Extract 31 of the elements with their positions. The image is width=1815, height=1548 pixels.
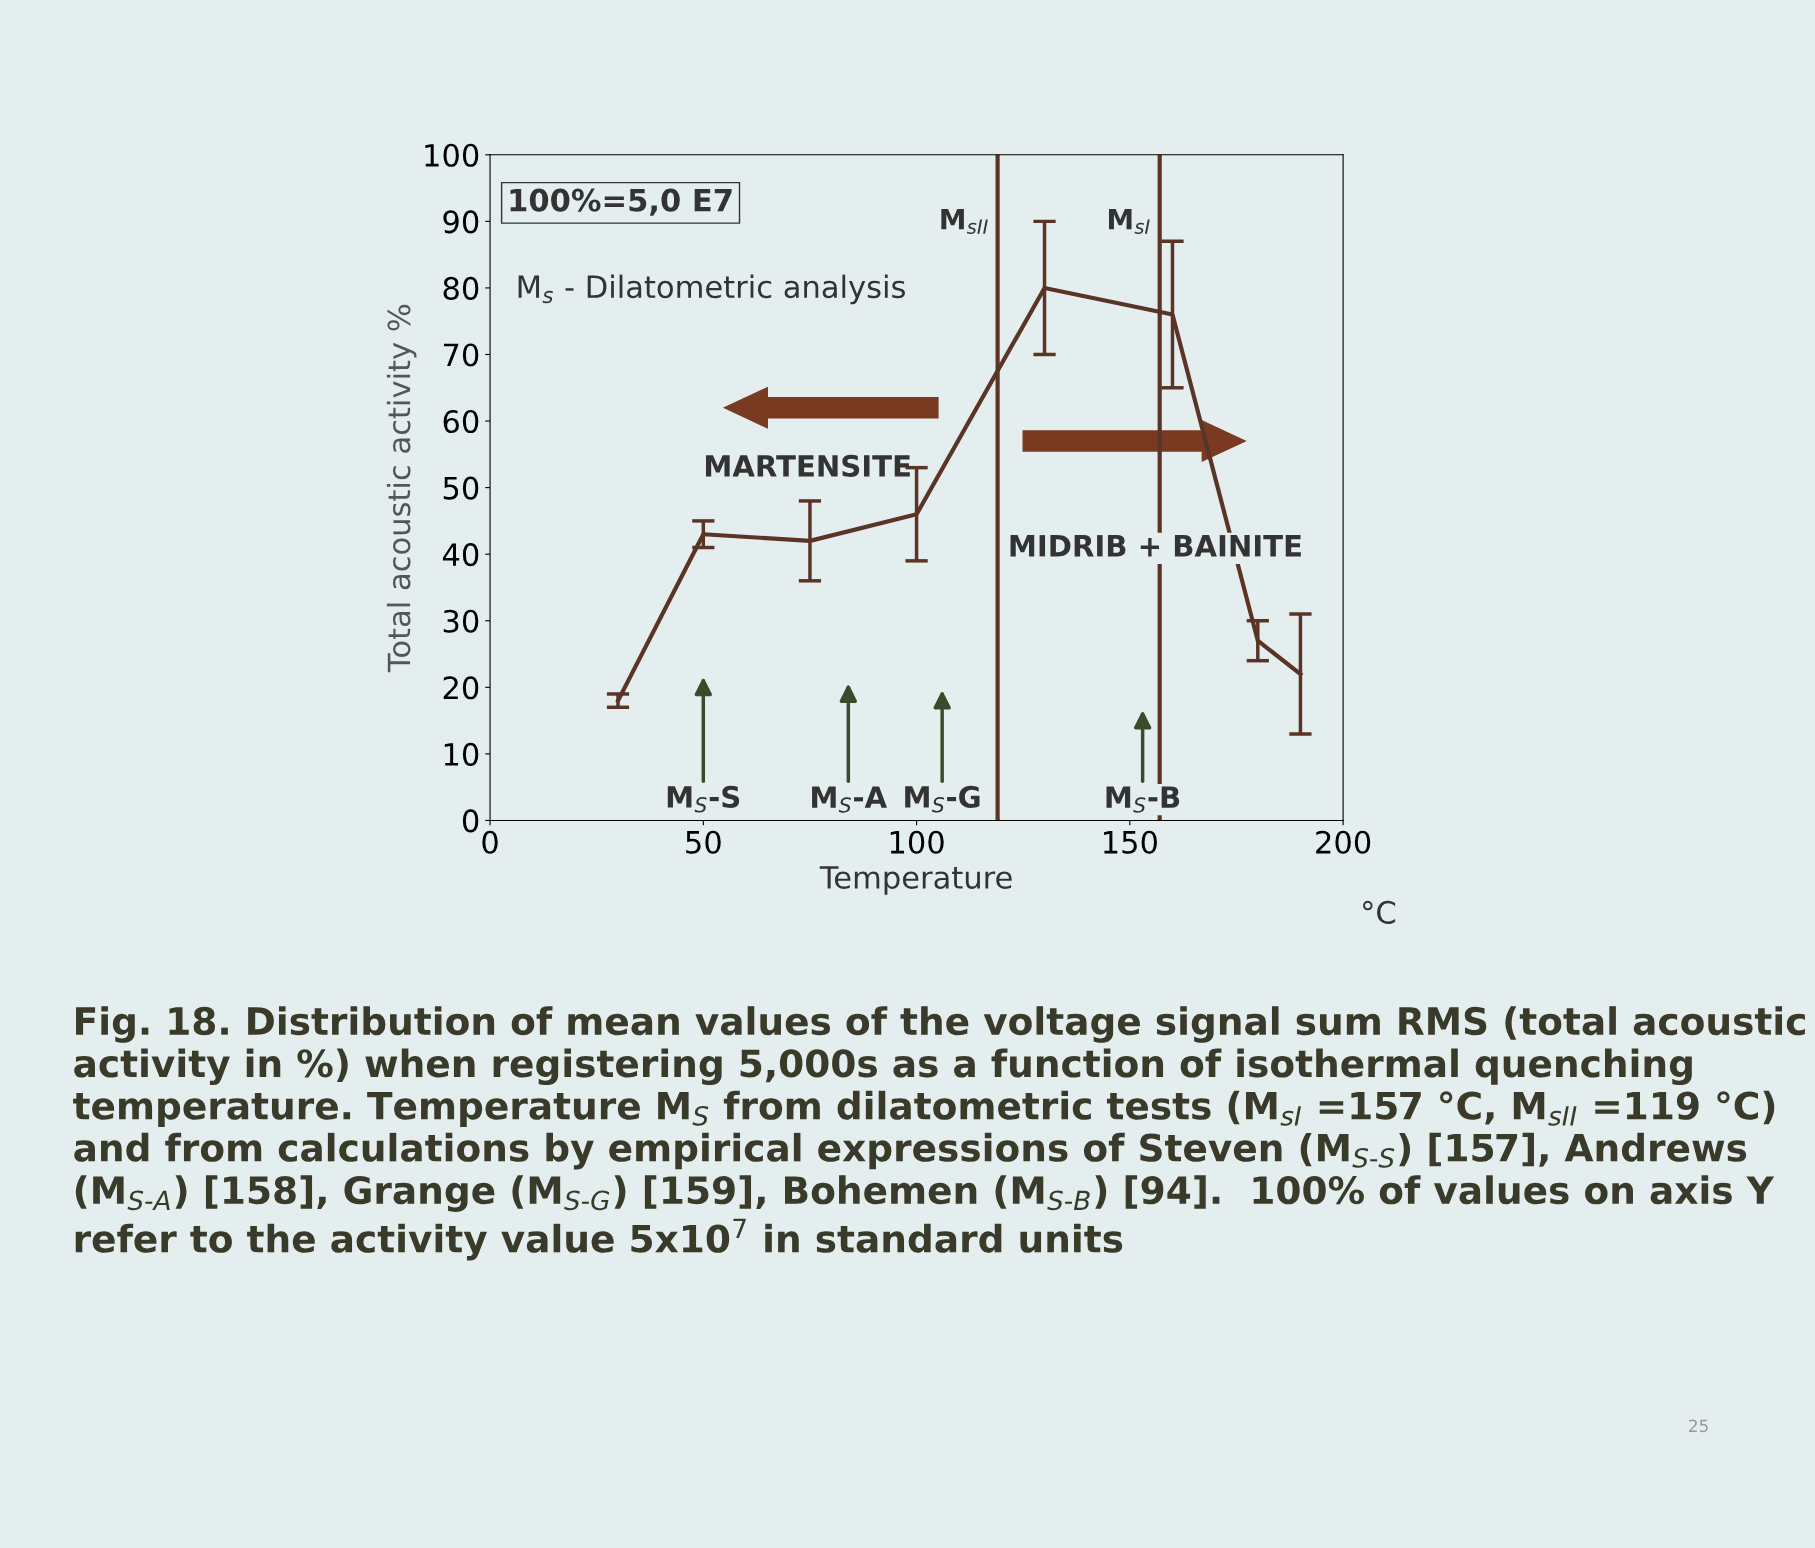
y-tick-label: 80 <box>443 276 479 300</box>
annotation: 100%=5,0 E7 <box>510 188 732 216</box>
annotation: M$_{S}$-G <box>905 785 980 813</box>
text: °C <box>1363 900 1396 924</box>
text: Fig. 18. Distribution of mean values of the voltage signal sum RMS (total acoustic activity in %) when registering 5,000s as a function of isothermal quenching temperature. Temperature M$_{S}$ from dilatometric tests (M$_{sI}$ =157 °C, M$_{sII}$ =119 °C) and from calculations by empirical expressions of Steven (M$_{S-S}$) [157], Andrews (M$_{S-A}$) [158], Grange (M$_{S-G}$) [159], Bohemen (M$_{S-B}$) [94]. 100% of values on axis Y refer to the activity value 5x10$^{7}$ in standard units <box>73 1006 1805 1261</box>
ref-line-label: M$_{sI}$ <box>1108 208 1150 234</box>
x-tick-label: 50 <box>686 830 721 854</box>
y-tick-label: 90 <box>443 210 479 234</box>
y-tick-label: 40 <box>442 543 479 567</box>
x-tick-label: 150 <box>1104 830 1157 854</box>
y-tick-label: 100 <box>425 143 479 167</box>
y-axis-title: Total acoustic activity % <box>386 304 417 673</box>
annotation: M$_{S}$-A <box>812 786 887 813</box>
ref-line-label: M$_{sII}$ <box>941 208 988 234</box>
y-tick-label: 10 <box>444 742 479 766</box>
x-tick-label: 200 <box>1316 830 1371 854</box>
annotation: M$_{s}$ - Dilatometric analysis <box>518 274 905 305</box>
annotation: MARTENSITE <box>705 454 910 477</box>
x-tick-label: 0 <box>482 830 498 854</box>
annotation: MIDRIB + BAINITE <box>1010 535 1301 557</box>
y-tick-label: 30 <box>443 609 479 633</box>
y-tick-label: 50 <box>443 476 479 500</box>
annotation: M$_{S}$-B <box>1106 786 1180 813</box>
y-tick-label: 70 <box>443 343 479 367</box>
y-tick-label: 60 <box>443 409 479 434</box>
y-tick-label: 0 <box>462 809 479 833</box>
x-axis-title: Temperature <box>819 866 1012 895</box>
x-tick-label: 100 <box>890 830 944 854</box>
annotation: M$_{S}$-S <box>667 785 740 813</box>
text: 25 <box>1689 1419 1708 1433</box>
y-tick-label: 20 <box>443 676 479 700</box>
